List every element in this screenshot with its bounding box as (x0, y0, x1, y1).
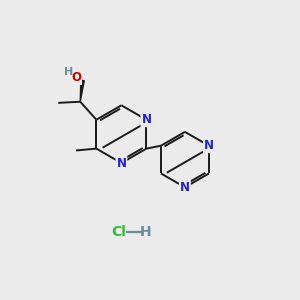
Text: N: N (141, 113, 152, 126)
Polygon shape (80, 80, 84, 102)
Text: N: N (116, 157, 126, 169)
Text: N: N (180, 181, 190, 194)
Text: H: H (140, 225, 152, 239)
Text: O: O (71, 71, 81, 84)
Text: H: H (64, 68, 73, 77)
Text: N: N (204, 139, 214, 152)
Text: Cl: Cl (112, 225, 127, 239)
